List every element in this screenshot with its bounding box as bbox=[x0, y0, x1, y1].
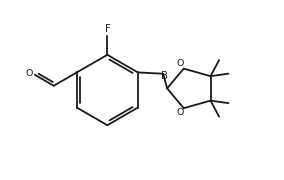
Text: O: O bbox=[177, 109, 184, 118]
Text: O: O bbox=[177, 59, 184, 68]
Text: B: B bbox=[161, 71, 168, 81]
Text: F: F bbox=[105, 24, 111, 34]
Text: O: O bbox=[25, 69, 33, 78]
